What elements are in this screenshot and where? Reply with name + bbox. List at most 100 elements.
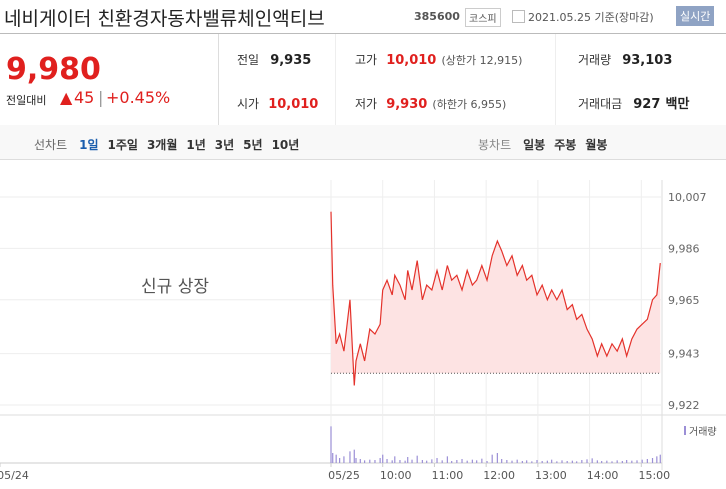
market: 코스피: [465, 8, 501, 27]
x-tick-label: 11:00: [432, 469, 464, 482]
volume-bar: [379, 458, 381, 463]
volume-bar: [659, 454, 661, 463]
tab[interactable]: 5년: [243, 138, 263, 152]
volume-bar: [596, 460, 598, 463]
tab-group-label: 선차트: [34, 138, 68, 152]
volume-bar: [426, 460, 428, 463]
volume-bar: [486, 461, 488, 463]
separator: |: [98, 88, 104, 107]
volume-bar: [616, 460, 618, 463]
volume-bar: [521, 461, 523, 463]
tab[interactable]: 주봉: [554, 138, 577, 152]
volume-bar: [431, 459, 433, 463]
volume-bar: [651, 458, 654, 463]
y-tick-label: 9,965: [668, 294, 700, 307]
tab[interactable]: 1주일: [107, 138, 138, 152]
x-tick-label: 10:00: [380, 469, 412, 482]
y-tick-label: 9,986: [668, 242, 700, 255]
y-tick-label: 9,943: [668, 348, 700, 361]
stat-value: 10,010: [386, 53, 437, 68]
volume-bar: [611, 461, 613, 463]
realtime-button[interactable]: 실시간: [676, 6, 715, 26]
volume-bar: [343, 456, 345, 463]
volume-bar: [556, 461, 558, 463]
legend-swatch: [684, 426, 686, 435]
tab[interactable]: 1일: [79, 138, 99, 152]
volume-bar: [421, 460, 423, 463]
volume-bar: [531, 461, 533, 463]
rate: +0.45%: [106, 88, 171, 107]
volume-bar: [591, 458, 593, 463]
volume-bar: [496, 453, 498, 463]
price-line: [330, 211, 661, 386]
area: [331, 211, 661, 386]
tab[interactable]: 3개월: [146, 138, 178, 152]
x-tick-label: 12:00: [483, 469, 515, 482]
stat-value: 927: [633, 97, 661, 112]
volume-bar: [641, 459, 643, 463]
stat-note: (상한가 12,915): [441, 54, 523, 67]
divider: [555, 34, 556, 125]
tab[interactable]: 3년: [214, 138, 235, 152]
code: 385600: [414, 10, 460, 23]
change-label: 전일대비: [6, 94, 47, 107]
volume-bar: [516, 459, 518, 463]
volume-bar: [566, 461, 568, 463]
volume-bar: [446, 456, 448, 463]
volume-bar: [441, 460, 443, 463]
volume-bar: [581, 460, 583, 463]
volume-bar: [511, 460, 513, 463]
stat-label: 저가: [355, 97, 378, 111]
volume-bar: [407, 457, 409, 463]
price-box: [0, 34, 219, 125]
stat-value: 10,010: [268, 97, 319, 112]
volume-bar: [436, 458, 438, 463]
volume-bar: [386, 459, 388, 463]
volume-bar: [476, 460, 478, 463]
stat-label: 거래량: [578, 53, 612, 67]
volume-bar: [416, 455, 418, 463]
volume-bar: [491, 454, 493, 463]
volume-bar: [456, 460, 458, 463]
volume-bar: [656, 456, 658, 463]
volume-bar: [399, 460, 401, 463]
volume-bar: [355, 458, 357, 463]
tab[interactable]: 월봉: [585, 138, 608, 152]
volume-bar: [349, 451, 351, 463]
stat-label: 고가: [355, 53, 378, 67]
volume-bar: [546, 460, 548, 463]
volume-bar: [466, 460, 468, 463]
volume-bar: [631, 460, 633, 463]
volume-bar: [506, 460, 508, 463]
volume-bar: [606, 460, 608, 463]
x-tick-label: 13:00: [535, 469, 567, 482]
volume-bar: [374, 460, 376, 463]
volume-bar: [391, 460, 393, 463]
volume-bar: [626, 460, 628, 463]
volume-bar: [541, 461, 543, 463]
annotation: 신규 상장: [141, 277, 209, 297]
y-tick-label: 10,007: [668, 191, 707, 204]
volume-bar: [601, 461, 603, 463]
volume-bar: [451, 461, 453, 463]
tab[interactable]: 1년: [186, 138, 206, 152]
stat-value: 9,935: [270, 53, 312, 68]
volume-bar: [646, 459, 648, 463]
volume-bar: [481, 458, 483, 463]
volume-bar: [332, 453, 334, 463]
volume-bar: [576, 461, 578, 463]
volume-bar: [411, 459, 413, 463]
volume-bar: [636, 460, 638, 463]
stat-note: (하한가 6,955): [432, 98, 507, 111]
date: 2021.05.25 기준(장마감): [528, 11, 654, 24]
volume-bar: [461, 459, 463, 463]
stat-label: 전일: [237, 53, 260, 67]
title: 네비게이터 친환경자동차밸류체인액티브: [4, 8, 325, 30]
stat-label: 거래대금: [578, 97, 623, 111]
tab[interactable]: 일봉: [523, 138, 546, 152]
volume-bar: [536, 460, 538, 463]
volume-bar: [353, 449, 355, 463]
divider: [335, 34, 336, 125]
tab[interactable]: 10년: [271, 138, 300, 152]
